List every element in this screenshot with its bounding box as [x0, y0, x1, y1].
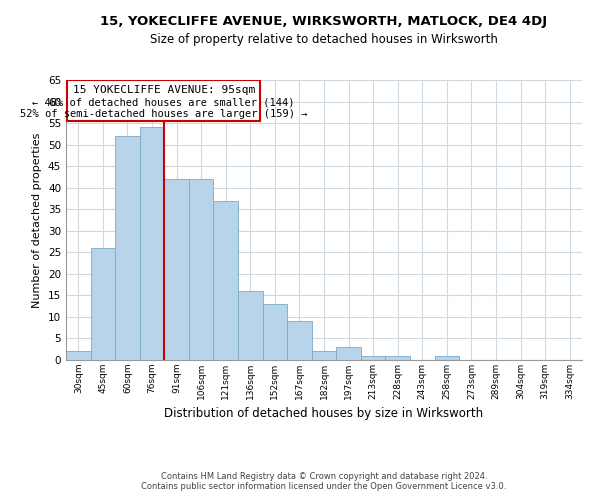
Bar [287, 321, 312, 360]
Bar [115, 136, 140, 360]
Bar [312, 352, 336, 360]
Bar [238, 291, 263, 360]
Text: ← 48% of detached houses are smaller (144): ← 48% of detached houses are smaller (14… [32, 97, 295, 107]
Text: Contains public sector information licensed under the Open Government Licence v3: Contains public sector information licen… [142, 482, 506, 491]
X-axis label: Distribution of detached houses by size in Wirksworth: Distribution of detached houses by size … [164, 408, 484, 420]
Text: Size of property relative to detached houses in Wirksworth: Size of property relative to detached ho… [150, 32, 498, 46]
Y-axis label: Number of detached properties: Number of detached properties [32, 132, 43, 308]
Bar [189, 179, 214, 360]
Bar [336, 347, 361, 360]
Text: 52% of semi-detached houses are larger (159) →: 52% of semi-detached houses are larger (… [20, 110, 307, 120]
Bar [66, 352, 91, 360]
Bar [164, 179, 189, 360]
Bar [263, 304, 287, 360]
Bar [385, 356, 410, 360]
Bar [361, 356, 385, 360]
Text: Contains HM Land Registry data © Crown copyright and database right 2024.: Contains HM Land Registry data © Crown c… [161, 472, 487, 481]
Text: 15 YOKECLIFFE AVENUE: 95sqm: 15 YOKECLIFFE AVENUE: 95sqm [73, 85, 255, 95]
Bar [214, 200, 238, 360]
Bar [140, 128, 164, 360]
Bar [91, 248, 115, 360]
Bar [434, 356, 459, 360]
Text: 15, YOKECLIFFE AVENUE, WIRKSWORTH, MATLOCK, DE4 4DJ: 15, YOKECLIFFE AVENUE, WIRKSWORTH, MATLO… [100, 15, 548, 28]
FancyBboxPatch shape [67, 80, 260, 121]
